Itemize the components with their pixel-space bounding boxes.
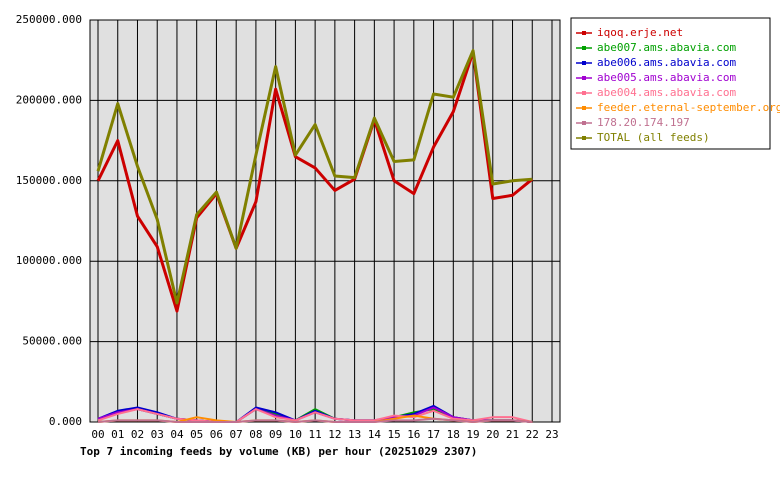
x-tick-label: 12 bbox=[328, 428, 341, 441]
legend-box bbox=[570, 17, 771, 150]
x-tick-label: 23 bbox=[545, 428, 558, 441]
y-tick-label: 200000.000 bbox=[16, 93, 82, 106]
x-tick-label: 09 bbox=[269, 428, 282, 441]
x-tick-label: 15 bbox=[387, 428, 400, 441]
legend-label: abe004.ams.abavia.com bbox=[597, 86, 736, 99]
x-tick-label: 02 bbox=[131, 428, 144, 441]
x-tick-label: 10 bbox=[289, 428, 302, 441]
x-tick-label: 16 bbox=[407, 428, 420, 441]
x-tick-label: 21 bbox=[506, 428, 519, 441]
x-tick-label: 14 bbox=[368, 428, 382, 441]
series-line bbox=[96, 49, 533, 305]
x-tick-label: 00 bbox=[91, 428, 104, 441]
x-tick-label: 17 bbox=[427, 428, 440, 441]
legend-label: TOTAL (all feeds) bbox=[597, 131, 710, 144]
legend-label: 178.20.174.197 bbox=[597, 116, 690, 129]
legend-marker bbox=[582, 46, 586, 50]
legend-label: feeder.eternal-september.org bbox=[597, 101, 780, 114]
x-tick-label: 06 bbox=[210, 428, 223, 441]
y-tick-label: 100000.000 bbox=[16, 254, 82, 267]
x-tick-label: 05 bbox=[190, 428, 203, 441]
legend-marker bbox=[582, 121, 586, 125]
legend-label: abe006.ams.abavia.com bbox=[597, 56, 736, 69]
legend-marker bbox=[582, 136, 586, 140]
series-line bbox=[97, 408, 533, 423]
x-tick-label: 20 bbox=[486, 428, 499, 441]
plot-area bbox=[89, 19, 561, 423]
x-tick-label: 08 bbox=[249, 428, 262, 441]
x-tick-label: 18 bbox=[447, 428, 460, 441]
legend-marker bbox=[582, 106, 586, 110]
x-tick-label: 07 bbox=[230, 428, 243, 441]
y-tick-label: 50000.000 bbox=[22, 335, 82, 348]
x-tick-label: 13 bbox=[348, 428, 361, 441]
series-line bbox=[96, 50, 534, 313]
y-tick-label: 150000.000 bbox=[16, 174, 82, 187]
x-tick-label: 11 bbox=[309, 428, 322, 441]
chart-title: Top 7 incoming feeds by volume (KB) per … bbox=[80, 445, 477, 458]
legend-label: abe005.ams.abavia.com bbox=[597, 71, 736, 84]
legend-marker bbox=[582, 61, 586, 65]
x-tick-label: 22 bbox=[526, 428, 539, 441]
x-tick-label: 04 bbox=[170, 428, 184, 441]
legend-marker bbox=[582, 31, 586, 35]
x-tick-label: 03 bbox=[151, 428, 164, 441]
x-tick-label: 01 bbox=[111, 428, 124, 441]
series-line bbox=[97, 417, 533, 423]
legend-label: iqoq.erje.net bbox=[597, 26, 683, 39]
x-tick-label: 19 bbox=[466, 428, 479, 441]
legend-marker bbox=[582, 91, 586, 95]
legend-label: abe007.ams.abavia.com bbox=[597, 41, 736, 54]
y-tick-label: 250000.000 bbox=[16, 13, 82, 26]
legend-marker bbox=[582, 76, 586, 80]
y-tick-label: 0.000 bbox=[49, 415, 82, 428]
